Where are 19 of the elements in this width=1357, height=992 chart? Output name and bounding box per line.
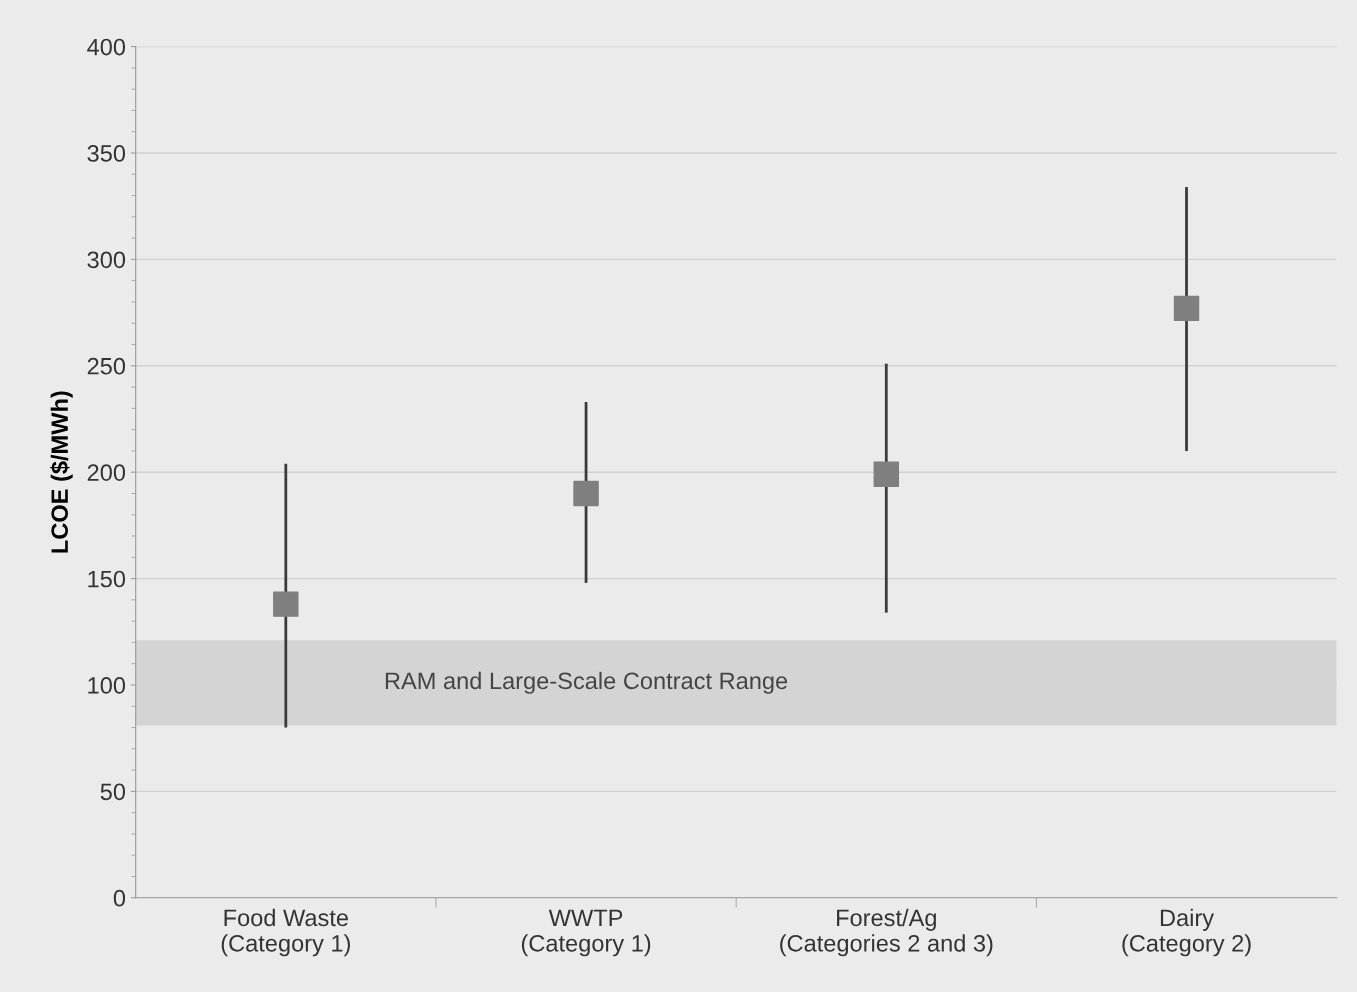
x-tick-label: Forest/Ag (Categories 2 and 3) — [780, 908, 993, 957]
y-tick-label: 0 — [113, 889, 126, 907]
band-label: RAM and Large-Scale Contract Range — [385, 671, 788, 694]
point — [573, 480, 599, 507]
y-tick-label: 350 — [87, 145, 126, 162]
y-tick-label: 400 — [87, 38, 126, 56]
x-tick-label: WWTP (Category 1) — [521, 909, 651, 957]
y-axis-title: LCOE ($/MWh) — [50, 391, 73, 553]
y-tick-label: 150 — [88, 570, 126, 588]
y-tick-label: 250 — [87, 357, 126, 375]
point — [873, 461, 900, 488]
y-tick-label: 300 — [87, 251, 126, 269]
y-tick-label: 50 — [100, 783, 126, 801]
x-tick-label: Food Waste (Category 1) — [221, 908, 350, 957]
y-tick-label: 200 — [87, 464, 126, 481]
x-tick-label: Dairy (Category 2) — [1122, 908, 1251, 957]
y-tick-label: 100 — [88, 677, 126, 694]
point — [273, 591, 299, 617]
point — [1173, 295, 1200, 322]
